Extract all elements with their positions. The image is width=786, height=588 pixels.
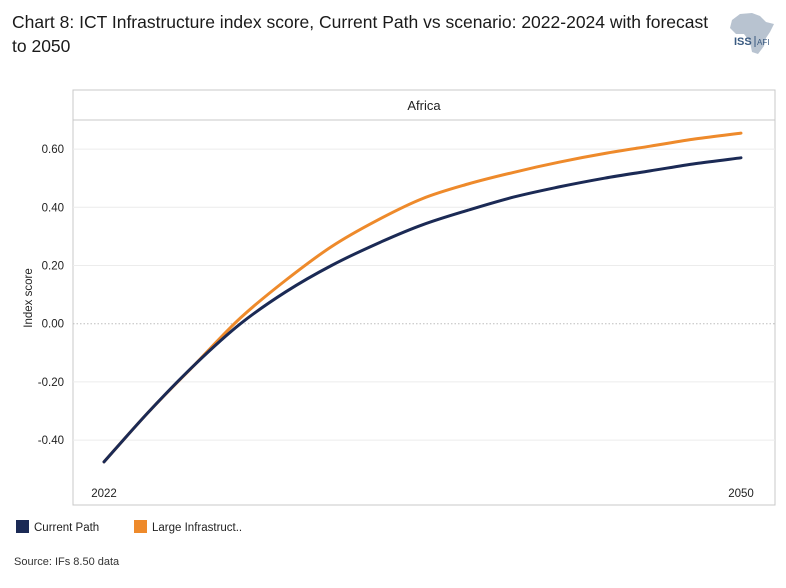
legend-item-current-path: Current Path xyxy=(16,520,99,534)
panel-title: Africa xyxy=(407,98,441,113)
legend-swatch-large-infrastructure xyxy=(134,520,147,533)
legend-label-large-infrastructure: Large Infrastruct.. xyxy=(152,522,243,534)
legend-label-current-path: Current Path xyxy=(34,522,100,534)
logo-text-afi: AFI xyxy=(757,38,769,47)
y-tick-label: -0.40 xyxy=(38,435,64,447)
series-line-current-path xyxy=(102,156,743,464)
x-tick-label: 2050 xyxy=(728,488,754,500)
logo-text-iss: ISS xyxy=(734,36,752,48)
y-tick-label: -0.20 xyxy=(38,377,64,389)
series-line-large-infrastructure xyxy=(102,131,743,464)
y-tick-label: 0.20 xyxy=(42,260,64,272)
plot-frame xyxy=(72,89,776,506)
x-tick-label: 2022 xyxy=(91,488,117,500)
legend-swatch-current-path xyxy=(16,520,29,533)
africa-map-icon xyxy=(730,13,774,54)
iss-afi-logo: ISS AFI xyxy=(730,13,774,54)
chart-title: Chart 8: ICT Infrastructure index score,… xyxy=(12,12,709,56)
y-tick-label: 0.00 xyxy=(42,319,64,331)
y-axis-label: Index score xyxy=(23,268,35,327)
y-tick-label: 0.60 xyxy=(42,144,64,156)
legend-item-large-infrastructure: Large Infrastruct.. xyxy=(134,520,242,534)
source-note: Source: IFs 8.50 data xyxy=(14,556,120,568)
y-tick-label: 0.40 xyxy=(42,202,64,214)
